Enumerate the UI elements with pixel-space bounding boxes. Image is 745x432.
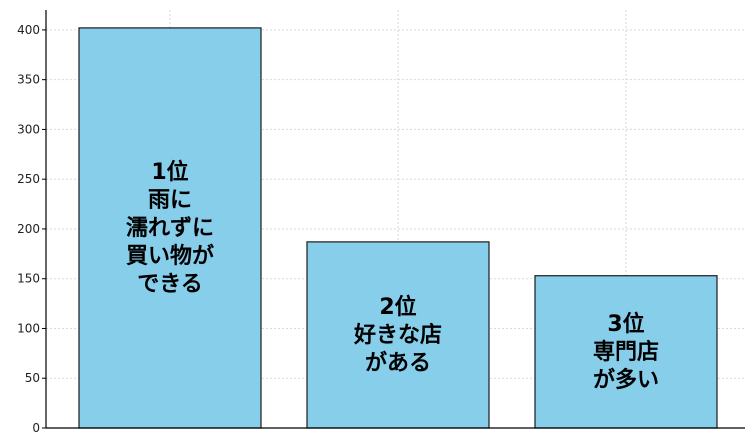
bar-label-3: 3位専門店が多い <box>593 311 659 393</box>
bar-label-line: 専門店 <box>593 340 659 365</box>
y-tick-label: 400 <box>17 23 40 37</box>
bar-label-line: が多い <box>593 367 659 393</box>
bar-labels: 1位雨に濡れずに買い物ができる 2位好きな店がある 3位専門店が多い <box>126 159 659 393</box>
y-tick-label: 250 <box>17 172 40 186</box>
bar-label-1: 1位雨に濡れずに買い物ができる <box>126 159 214 297</box>
y-tick-label: 100 <box>17 321 40 335</box>
bar-label-line: がある <box>365 350 431 376</box>
bar-1 <box>78 27 262 429</box>
bar-label-line: 2位 <box>379 294 416 320</box>
y-tick-label: 300 <box>17 122 40 136</box>
bar-label-line: できる <box>137 272 203 297</box>
y-tick-label: 200 <box>17 222 40 236</box>
bar-label-line: 3位 <box>607 311 644 337</box>
bar-label-2: 2位好きな店がある <box>353 294 442 376</box>
y-tick-label: 150 <box>17 272 40 286</box>
y-tick-label: 350 <box>17 73 40 87</box>
y-axis-ticks: 0 50 100 150 200 250 300 350 400 <box>17 23 46 432</box>
y-tick-label: 0 <box>32 421 40 432</box>
bars <box>78 27 718 429</box>
bar-label-line: 雨に <box>148 188 192 213</box>
bar-label-line: 好きな店 <box>353 322 442 348</box>
bar-label-line: 1位 <box>151 159 188 185</box>
bar-label-line: 濡れずに <box>126 216 214 241</box>
bar-label-line: 買い物が <box>126 243 214 269</box>
y-tick-label: 50 <box>25 371 40 385</box>
